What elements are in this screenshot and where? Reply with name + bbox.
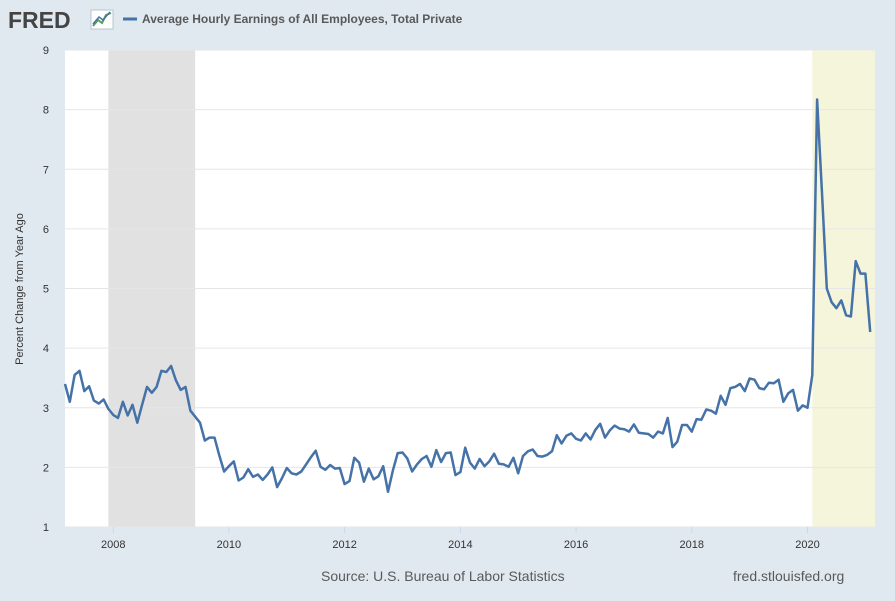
- y-tick-label: 5: [43, 284, 49, 296]
- site-link[interactable]: fred.stlouisfed.org: [733, 568, 844, 584]
- x-tick-label: 2014: [448, 539, 472, 551]
- source-text: Source: U.S. Bureau of Labor Statistics: [321, 568, 565, 584]
- logo-chart-icon: [90, 9, 114, 30]
- legend[interactable]: Average Hourly Earnings of All Employees…: [123, 12, 463, 26]
- y-tick-label: 1: [43, 522, 49, 534]
- y-tick-label: 7: [43, 164, 49, 176]
- x-tick-label: 2020: [795, 539, 819, 551]
- x-tick-label: 2008: [101, 539, 125, 551]
- x-axis: 2008 2010 2012 2014 2016 2018 2020: [101, 527, 820, 551]
- y-axis-label: Percent Change from Year Ago: [14, 213, 26, 365]
- y-tick-label: 3: [43, 403, 49, 415]
- y-tick-label: 2: [43, 462, 49, 474]
- x-tick-label: 2018: [680, 539, 704, 551]
- series-line[interactable]: [63, 98, 872, 494]
- logo-text: FRED: [8, 7, 71, 33]
- x-tick-label: 2012: [332, 539, 356, 551]
- y-tick-label: 4: [43, 343, 49, 355]
- fred-logo[interactable]: FRED: [8, 7, 114, 33]
- legend-label: Average Hourly Earnings of All Employees…: [142, 12, 463, 26]
- y-tick-label: 6: [43, 224, 49, 236]
- y-tick-label: 8: [43, 105, 49, 117]
- y-tick-label: 9: [43, 45, 49, 57]
- x-tick-label: 2016: [564, 539, 588, 551]
- y-axis: 1 2 3 4 5 6 7 8 9: [43, 45, 49, 534]
- gridlines: [65, 49, 875, 528]
- x-tick-label: 2010: [217, 539, 241, 551]
